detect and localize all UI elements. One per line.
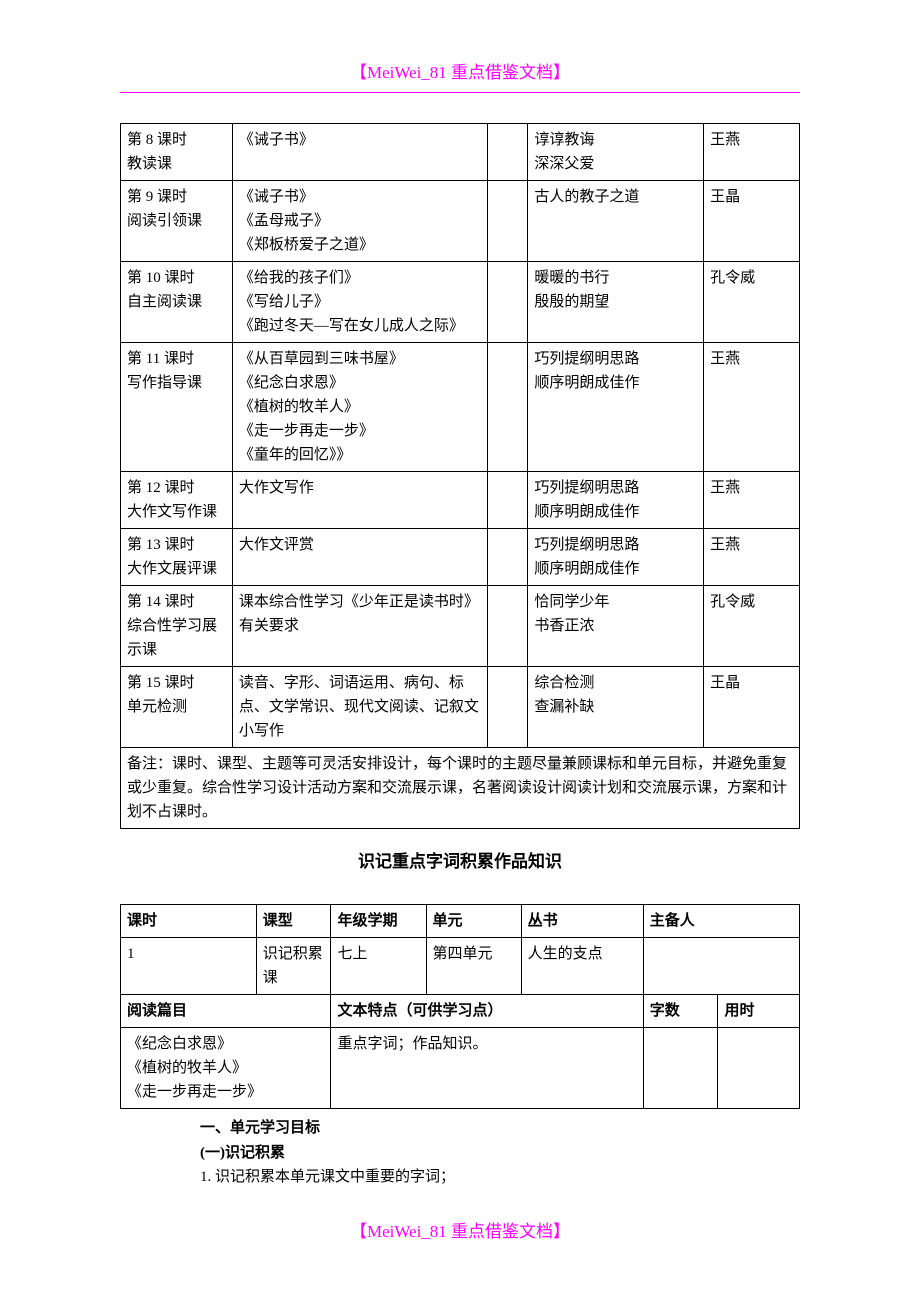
table-cell: 读音、字形、词语运用、病句、标点、文学常识、现代文阅读、记叙文小写作 bbox=[232, 666, 488, 747]
table-row: 《纪念白求恩》《植树的牧羊人》《走一步再走一步》 重点字词；作品知识。 bbox=[121, 1028, 800, 1109]
table-cell: 王燕 bbox=[704, 123, 800, 180]
table-cell bbox=[488, 123, 528, 180]
table-row: 阅读篇目 文本特点（可供学习点） 字数 用时 bbox=[121, 995, 800, 1028]
table-cell: 重点字词；作品知识。 bbox=[331, 1028, 643, 1109]
table-note-row: 备注：课时、课型、主题等可灵活安排设计，每个课时的主题尽量兼顾课标和单元目标，并… bbox=[121, 747, 800, 828]
table-cell: 识记积累课 bbox=[256, 938, 331, 995]
header-cell: 丛书 bbox=[521, 905, 643, 938]
table-cell: 大作文评赏 bbox=[232, 528, 488, 585]
header-cell: 文本特点（可供学习点） bbox=[331, 995, 643, 1028]
table-cell: 巧列提纲明思路顺序明朗成佳作 bbox=[528, 342, 704, 471]
table-row: 第 12 课时大作文写作课大作文写作巧列提纲明思路顺序明朗成佳作王燕 bbox=[121, 471, 800, 528]
table-cell: 暖暖的书行殷殷的期望 bbox=[528, 261, 704, 342]
table-cell: 孔令威 bbox=[704, 261, 800, 342]
table-cell bbox=[643, 1028, 718, 1109]
table-cell: 《给我的孩子们》《写给儿子》《跑过冬天—写在女儿成人之际》 bbox=[232, 261, 488, 342]
table-cell: 大作文写作 bbox=[232, 471, 488, 528]
table-row: 第 8 课时教读课《诫子书》谆谆教诲深深父爱王燕 bbox=[121, 123, 800, 180]
table-cell: 综合检测查漏补缺 bbox=[528, 666, 704, 747]
table-row: 第 15 课时单元检测读音、字形、词语运用、病句、标点、文学常识、现代文阅读、记… bbox=[121, 666, 800, 747]
table-cell: 《从百草园到三味书屋》《纪念白求恩》《植树的牧羊人》《走一步再走一步》《童年的回… bbox=[232, 342, 488, 471]
table-cell: 王燕 bbox=[704, 342, 800, 471]
table-cell bbox=[488, 585, 528, 666]
info-table: 课时 课型 年级学期 单元 丛书 主备人 1 识记积累课 七上 第四单元 人生的… bbox=[120, 904, 800, 1109]
table-cell: 第 12 课时大作文写作课 bbox=[121, 471, 233, 528]
table-cell: 《诫子书》 bbox=[232, 123, 488, 180]
table-cell: 恰同学少年书香正浓 bbox=[528, 585, 704, 666]
table-cell: 第 14 课时综合性学习展示课 bbox=[121, 585, 233, 666]
paragraph: 1. 识记积累本单元课文中重要的字词； bbox=[200, 1166, 800, 1189]
table-cell: 第 15 课时单元检测 bbox=[121, 666, 233, 747]
table-row: 第 11 课时写作指导课《从百草园到三味书屋》《纪念白求恩》《植树的牧羊人》《走… bbox=[121, 342, 800, 471]
table-cell: 第 13 课时大作文展评课 bbox=[121, 528, 233, 585]
heading-2: (一)识记积累 bbox=[200, 1142, 800, 1165]
table-cell bbox=[643, 938, 799, 995]
header-cell: 字数 bbox=[643, 995, 718, 1028]
header-cell: 阅读篇目 bbox=[121, 995, 331, 1028]
table-cell: 谆谆教诲深深父爱 bbox=[528, 123, 704, 180]
table-cell: 《纪念白求恩》《植树的牧羊人》《走一步再走一步》 bbox=[121, 1028, 331, 1109]
page-header: 【MeiWei_81 重点借鉴文档】 bbox=[120, 60, 800, 93]
body-text: 一、单元学习目标 (一)识记积累 1. 识记积累本单元课文中重要的字词； bbox=[200, 1117, 800, 1189]
table-cell: 古人的教子之道 bbox=[528, 180, 704, 261]
table-cell: 七上 bbox=[331, 938, 426, 995]
page-footer: 【MeiWei_81 重点借鉴文档】 bbox=[120, 1219, 800, 1245]
header-cell: 用时 bbox=[718, 995, 800, 1028]
table-cell: 课本综合性学习《少年正是读书时》有关要求 bbox=[232, 585, 488, 666]
table-cell: 巧列提纲明思路顺序明朗成佳作 bbox=[528, 528, 704, 585]
table-row: 第 10 课时自主阅读课《给我的孩子们》《写给儿子》《跑过冬天—写在女儿成人之际… bbox=[121, 261, 800, 342]
header-cell: 年级学期 bbox=[331, 905, 426, 938]
table-row: 第 9 课时阅读引领课《诫子书》《孟母戒子》《郑板桥爱子之道》古人的教子之道王晶 bbox=[121, 180, 800, 261]
heading-1: 一、单元学习目标 bbox=[200, 1117, 800, 1140]
table-row: 第 13 课时大作文展评课大作文评赏巧列提纲明思路顺序明朗成佳作王燕 bbox=[121, 528, 800, 585]
header-cell: 主备人 bbox=[643, 905, 799, 938]
table-cell bbox=[488, 261, 528, 342]
table-cell: 王燕 bbox=[704, 471, 800, 528]
header-cell: 课时 bbox=[121, 905, 257, 938]
table-cell: 《诫子书》《孟母戒子》《郑板桥爱子之道》 bbox=[232, 180, 488, 261]
table-row: 1 识记积累课 七上 第四单元 人生的支点 bbox=[121, 938, 800, 995]
table-cell: 第 8 课时教读课 bbox=[121, 123, 233, 180]
table-cell: 王晶 bbox=[704, 666, 800, 747]
table-note-cell: 备注：课时、课型、主题等可灵活安排设计，每个课时的主题尽量兼顾课标和单元目标，并… bbox=[121, 747, 800, 828]
header-cell: 课型 bbox=[256, 905, 331, 938]
table-row: 第 14 课时综合性学习展示课课本综合性学习《少年正是读书时》有关要求恰同学少年… bbox=[121, 585, 800, 666]
table-cell: 第四单元 bbox=[426, 938, 521, 995]
header-cell: 单元 bbox=[426, 905, 521, 938]
table-cell bbox=[488, 471, 528, 528]
table-cell: 1 bbox=[121, 938, 257, 995]
section-title: 识记重点字词积累作品知识 bbox=[120, 849, 800, 875]
table-cell: 孔令威 bbox=[704, 585, 800, 666]
table-cell: 第 9 课时阅读引领课 bbox=[121, 180, 233, 261]
table-cell: 王燕 bbox=[704, 528, 800, 585]
table-cell: 第 10 课时自主阅读课 bbox=[121, 261, 233, 342]
table-cell: 人生的支点 bbox=[521, 938, 643, 995]
table-cell: 巧列提纲明思路顺序明朗成佳作 bbox=[528, 471, 704, 528]
table-cell: 第 11 课时写作指导课 bbox=[121, 342, 233, 471]
table-cell bbox=[488, 666, 528, 747]
table-cell bbox=[718, 1028, 800, 1109]
table-cell bbox=[488, 342, 528, 471]
schedule-table: 第 8 课时教读课《诫子书》谆谆教诲深深父爱王燕第 9 课时阅读引领课《诫子书》… bbox=[120, 123, 800, 829]
table-row: 课时 课型 年级学期 单元 丛书 主备人 bbox=[121, 905, 800, 938]
table-cell bbox=[488, 180, 528, 261]
table-cell: 王晶 bbox=[704, 180, 800, 261]
table-cell bbox=[488, 528, 528, 585]
